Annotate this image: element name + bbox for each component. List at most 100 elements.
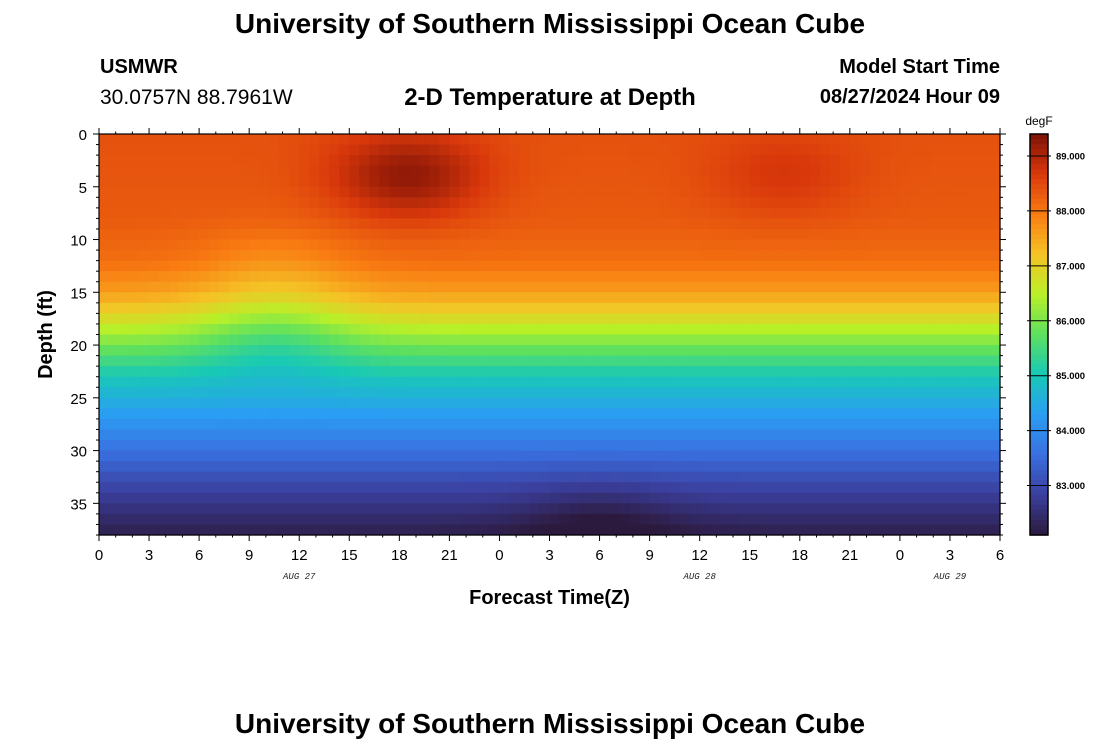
heatmap-cell	[329, 207, 340, 220]
heatmap-cell	[839, 345, 851, 357]
heatmap-cell	[149, 197, 160, 209]
heatmap-cell	[259, 503, 270, 515]
heatmap-cell	[829, 144, 841, 156]
heatmap-cell	[979, 250, 991, 262]
heatmap-cell	[519, 292, 531, 304]
heatmap-cell	[959, 334, 971, 346]
heatmap-cell	[749, 260, 761, 272]
heatmap-cell	[509, 376, 521, 388]
heatmap-cell	[339, 482, 350, 494]
heatmap-cell	[219, 513, 230, 526]
heatmap-cell	[429, 207, 440, 220]
heatmap-cell	[299, 450, 310, 462]
heatmap-cell	[739, 345, 751, 357]
heatmap-cell	[99, 492, 110, 504]
heatmap-cell	[789, 228, 801, 241]
heatmap-cell	[929, 345, 941, 357]
heatmap-cell	[109, 429, 120, 441]
heatmap-cell	[429, 397, 440, 409]
heatmap-cell	[169, 281, 180, 293]
heatmap-cell	[279, 144, 290, 156]
heatmap-cell	[279, 176, 290, 188]
heatmap-cell	[289, 228, 300, 241]
heatmap-cell	[509, 482, 521, 494]
heatmap-cell	[899, 165, 911, 177]
heatmap-cell	[849, 250, 861, 262]
heatmap-cell	[459, 471, 471, 483]
heatmap-cell	[429, 429, 440, 441]
heatmap-cell	[139, 155, 150, 167]
heatmap-cell	[799, 429, 811, 441]
heatmap-cell	[469, 503, 481, 515]
heatmap-cell	[679, 387, 691, 399]
heatmap-cell	[669, 250, 681, 262]
heatmap-cell	[149, 218, 160, 230]
heatmap-cell	[539, 450, 551, 462]
heatmap-cell	[669, 461, 681, 473]
heatmap-cell	[849, 408, 861, 420]
heatmap-cell	[429, 271, 440, 283]
heatmap-cell	[859, 366, 871, 378]
heatmap-cell	[439, 503, 450, 515]
heatmap-cell	[149, 440, 160, 452]
heatmap-cell	[249, 429, 260, 441]
heatmap-cell	[389, 513, 400, 526]
heatmap-cell	[699, 292, 711, 304]
heatmap-cell	[529, 260, 541, 272]
heatmap-cell	[629, 492, 641, 504]
heatmap-cell	[169, 450, 180, 462]
heatmap-cell	[459, 165, 471, 177]
heatmap-cell	[819, 165, 831, 177]
heatmap-cell	[379, 207, 390, 220]
heatmap-cell	[519, 345, 531, 357]
heatmap-cell	[179, 313, 190, 325]
heatmap-cell	[289, 271, 300, 283]
heatmap-cell	[859, 429, 871, 441]
heatmap-cell	[369, 345, 380, 357]
heatmap-cell	[399, 271, 410, 283]
heatmap-cell	[529, 186, 541, 198]
heatmap-cell	[719, 176, 731, 188]
heatmap-cell	[109, 513, 120, 526]
heatmap-cell	[639, 397, 651, 409]
heatmap-cell	[549, 292, 561, 304]
heatmap-cell	[559, 450, 571, 462]
colorbar-tick-label: 88.000	[1056, 206, 1085, 217]
heatmap-cell	[719, 165, 731, 177]
heatmap-cell	[879, 429, 891, 441]
heatmap-cell	[989, 482, 1001, 494]
heatmap-cell	[449, 408, 460, 420]
heatmap-cell	[249, 144, 260, 156]
colorbar-swatch	[1030, 394, 1048, 401]
heatmap-cell	[569, 387, 581, 399]
heatmap-cell	[719, 429, 731, 441]
heatmap-cell	[829, 492, 841, 504]
heatmap-cell	[579, 239, 591, 251]
heatmap-cell	[419, 492, 430, 504]
heatmap-cell	[319, 450, 330, 462]
heatmap-cell	[429, 218, 440, 230]
heatmap-cell	[879, 281, 891, 293]
heatmap-cell	[779, 302, 791, 314]
heatmap-cell	[549, 471, 561, 483]
heatmap-cell	[669, 207, 681, 220]
heatmap-cell	[769, 292, 781, 304]
heatmap-cell	[799, 134, 811, 146]
heatmap-cell	[689, 323, 701, 336]
heatmap-cell	[889, 418, 901, 431]
heatmap-cell	[189, 302, 200, 314]
heatmap-cell	[519, 239, 531, 251]
heatmap-cell	[669, 450, 681, 462]
colorbar-swatch	[1030, 419, 1048, 426]
heatmap-cell	[289, 492, 300, 504]
heatmap-cell	[249, 207, 260, 220]
heatmap-cell	[99, 155, 110, 167]
heatmap-cell	[539, 155, 551, 167]
heatmap-cell	[689, 418, 701, 431]
heatmap-cell	[969, 281, 981, 293]
heatmap-cell	[559, 440, 571, 452]
heatmap-cell	[869, 334, 881, 346]
heatmap-cell	[949, 408, 961, 420]
heatmap-cell	[279, 186, 290, 198]
heatmap-cell	[979, 176, 991, 188]
